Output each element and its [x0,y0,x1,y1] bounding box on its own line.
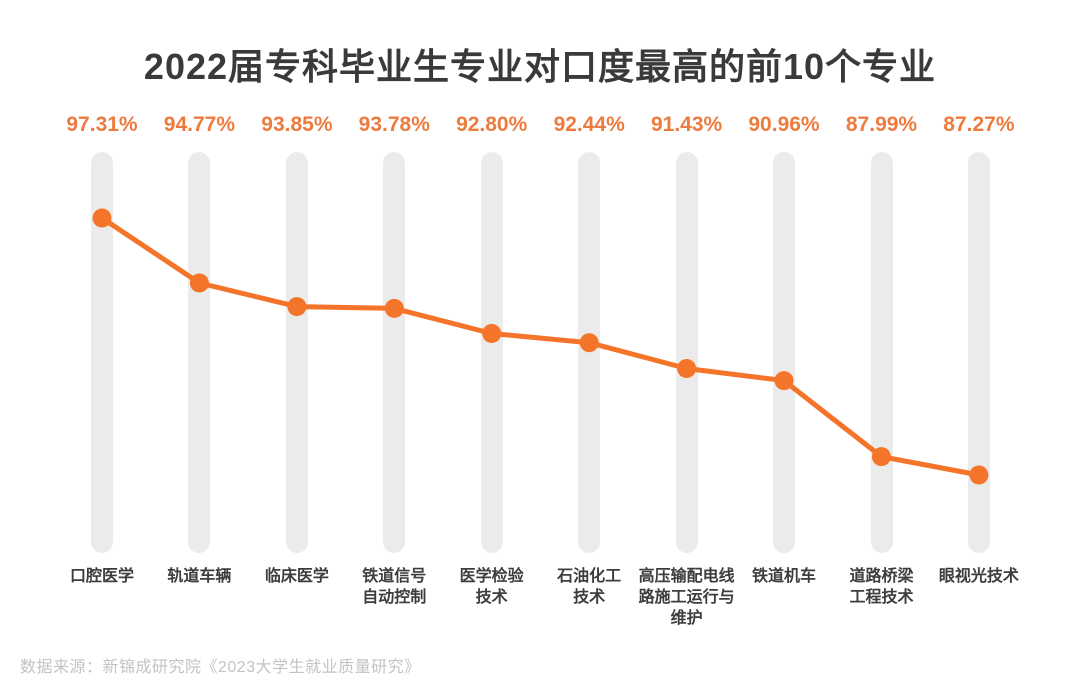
background-bar [870,152,893,553]
background-bar [383,152,406,553]
chart-column: 90.96% 铁道机车 [736,112,833,660]
chart-column: 87.99% 道路桥梁 工程技术 [833,112,930,660]
chart-title: 2022届专科毕业生专业对口度最高的前10个专业 [143,46,937,87]
data-value-label: 94.77% [163,113,235,136]
background-bar [578,152,601,553]
chart-column: 92.80% 医学检验 技术 [443,112,540,660]
background-bar [91,152,113,553]
category-label: 铁道信号 自动控制 [362,568,427,606]
background-bar [675,152,698,553]
data-value-label: 93.78% [358,113,430,136]
data-value-label: 92.44% [553,113,625,136]
category-label: 口腔医学 [69,568,134,585]
category-label: 石油化工 技术 [557,568,622,606]
chart-column: 93.78% 铁道信号 自动控制 [346,112,443,660]
chart-column: 91.43% 高压输配电线 路施工运行与 维护 [638,112,735,660]
category-label: 医学检验 技术 [459,568,524,606]
category-label: 铁道机车 [751,568,816,585]
data-value-label: 92.80% [456,113,528,136]
category-label: 眼视光技术 [938,568,1019,585]
category-label: 轨道车辆 [167,568,232,585]
chart-column: 94.77% 轨道车辆 [151,112,248,660]
category-label: 高压输配电线 路施工运行与 维护 [638,568,735,627]
chart-column: 93.85% 临床医学 [248,112,345,660]
data-value-label: 87.27% [943,113,1015,136]
data-value-label: 90.96% [748,113,820,136]
source-note: 数据来源：新锦成研究院《2023大学生就业质量研究》 [20,659,421,676]
data-value-label: 91.43% [650,113,723,136]
data-value-label: 93.85% [261,113,333,136]
chart-column: 92.44% 石油化工 技术 [541,112,638,660]
background-bar [967,152,990,553]
background-bar [285,152,308,553]
data-value-label: 87.99% [845,113,918,136]
chart-column: 87.27% 眼视光技术 [930,112,1027,660]
data-value-label: 97.31% [66,113,138,136]
chart-column: 97.31% 口腔医学 [54,112,151,660]
category-label: 临床医学 [264,568,329,585]
category-label: 道路桥梁 工程技术 [849,568,914,606]
background-bar [188,152,211,553]
background-bar [773,152,795,553]
background-bar [480,152,503,553]
